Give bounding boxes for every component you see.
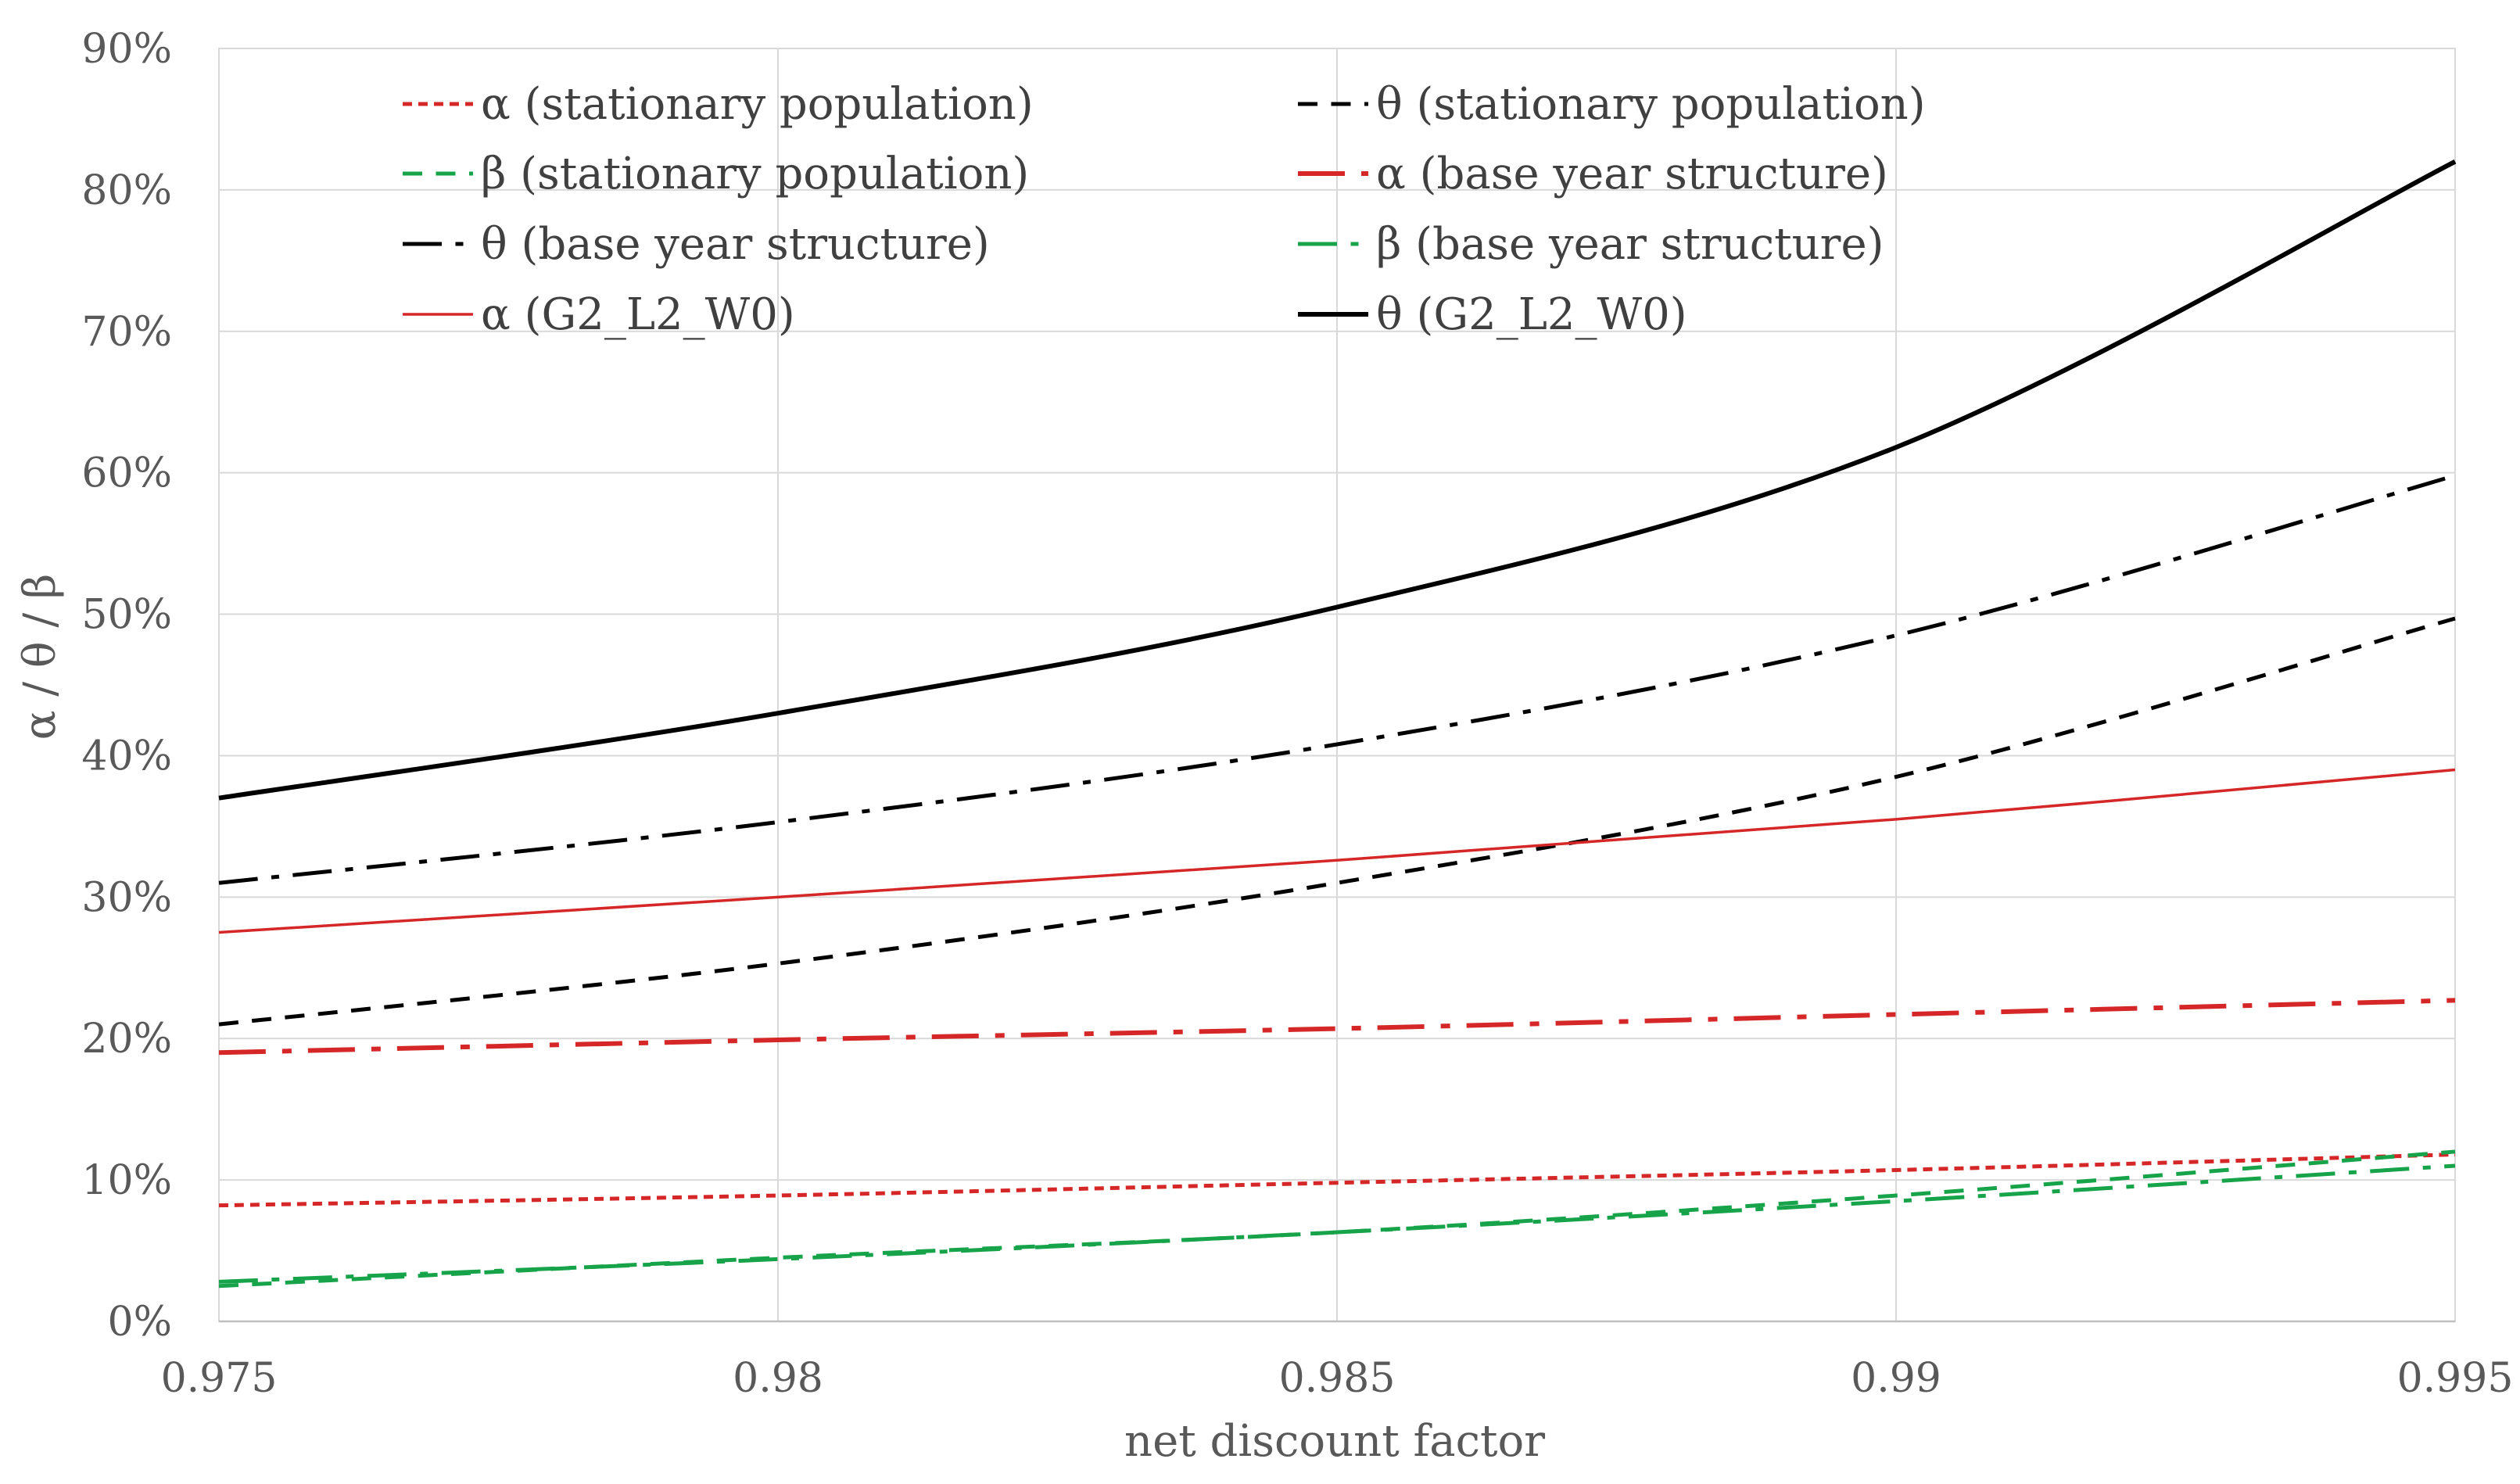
x-tick-label: 0.99	[1851, 1355, 1941, 1402]
legend-item: θ (base year structure)	[403, 219, 990, 270]
legend-item: α (stationary population)	[403, 79, 1034, 130]
legend-item: β (base year structure)	[1298, 219, 1884, 270]
legend-label: α (stationary population)	[481, 79, 1034, 130]
series-line-2	[218, 1149, 2456, 1289]
legend-item: θ (G2_L2_W0)	[1298, 289, 1687, 340]
series-line-5	[218, 1163, 2456, 1284]
series-line-0	[218, 1152, 2456, 1208]
tick-labels: 0% 10% 20% 30% 40% 50% 60% 70% 80% 90% 0.975 0.98 0.…	[81, 26, 2513, 1402]
legend-item: α (base year structure)	[1298, 149, 1888, 199]
y-tick-label: 30%	[81, 874, 172, 921]
series-line-7	[218, 160, 2457, 801]
legend-label: θ (base year structure)	[481, 219, 990, 270]
y-tick-label: 0%	[108, 1299, 173, 1346]
legend-item: α (G2_L2_W0)	[403, 289, 795, 340]
y-tick-label: 50%	[81, 592, 172, 639]
x-tick-label: 0.98	[733, 1355, 823, 1402]
x-axis-title: net discount factor	[1124, 1416, 1545, 1467]
legend: α (stationary population) θ (stationary p…	[403, 79, 1926, 340]
y-tick-label: 10%	[81, 1157, 172, 1204]
y-tick-label: 80%	[81, 167, 172, 214]
x-tick-label: 0.985	[1279, 1355, 1396, 1402]
x-tick-label: 0.975	[161, 1355, 278, 1402]
legend-label: β (stationary population)	[481, 149, 1029, 199]
x-tick-label: 0.995	[2397, 1355, 2514, 1402]
series-line-1	[218, 616, 2456, 1027]
series-line-3	[218, 998, 2456, 1056]
legend-label: α (G2_L2_W0)	[481, 289, 795, 340]
y-tick-label: 20%	[81, 1016, 172, 1063]
y-axis-title: α / θ / β	[15, 574, 66, 740]
legend-label: θ (stationary population)	[1376, 79, 1926, 130]
series-group	[218, 160, 2457, 1289]
legend-item: θ (stationary population)	[1298, 79, 1926, 130]
y-tick-label: 60%	[81, 450, 172, 497]
series-line-4	[218, 473, 2456, 885]
y-tick-label: 90%	[81, 26, 172, 73]
legend-item: β (stationary population)	[403, 149, 1029, 199]
series-line-6	[218, 768, 2456, 934]
axes	[218, 48, 2456, 1323]
legend-label: β (base year structure)	[1376, 219, 1884, 270]
y-tick-label: 70%	[81, 309, 172, 356]
legend-label: α (base year structure)	[1376, 149, 1888, 199]
y-tick-label: 40%	[81, 733, 172, 780]
legend-label: θ (G2_L2_W0)	[1376, 289, 1687, 340]
